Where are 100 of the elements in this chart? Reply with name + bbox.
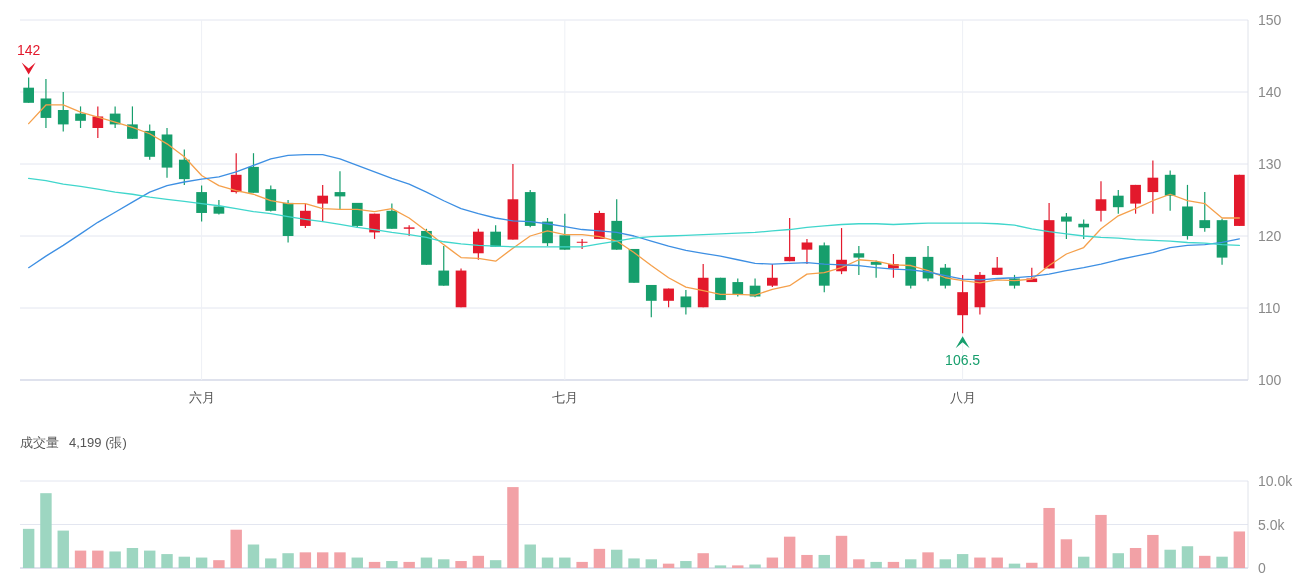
candlestick [1095,180,1107,223]
chart-title: 成交量 [20,435,59,450]
bar [1060,539,1073,568]
candlestick [1130,184,1141,215]
candlestick [1164,169,1176,212]
bar [749,564,761,568]
bar [524,544,536,568]
candlestick [472,228,484,261]
candlestick [1112,189,1124,215]
bar [887,561,900,568]
bar [213,560,225,568]
bar [351,557,363,568]
bar [109,551,121,568]
bar [1095,514,1107,568]
bar [870,561,882,568]
bar [1216,556,1228,568]
candlestick [127,105,138,140]
bar [714,565,727,568]
candlestick [265,185,277,213]
bar [1233,531,1246,568]
candlestick [853,245,865,276]
candlestick [369,213,380,240]
bar [1043,507,1055,568]
candlestick [75,105,86,129]
bar [1026,562,1038,568]
bar [783,536,796,568]
bar [922,552,934,568]
bar [144,550,156,568]
y-tick-label: 120 [1258,228,1282,244]
bar [92,550,104,568]
candlestick [317,184,329,223]
annotation: 142 [16,41,41,58]
bar [403,561,415,568]
candlestick [784,217,796,262]
bar [576,561,588,568]
y-tick-label: 100 [1258,372,1282,388]
x-tick-label: 七月 [551,390,578,405]
bar [835,535,848,568]
candlestick [680,289,692,316]
bar [420,557,433,568]
bar [282,553,294,568]
bar [178,556,191,568]
candlestick [351,202,363,229]
bar [455,561,467,568]
bar [1077,556,1090,568]
candlestick [801,238,813,265]
bar [386,561,398,568]
y-tick-label: 150 [1258,12,1282,28]
bar [368,561,381,568]
bar [766,557,779,568]
x-tick-label: 六月 [188,390,215,405]
candlestick [386,203,398,230]
bar [489,560,502,568]
y-tick-label: 110 [1258,300,1281,316]
bar [905,559,917,568]
bar [541,557,554,568]
bar [974,557,986,568]
bar [230,529,242,568]
bar [1181,546,1194,568]
candlestick [230,152,242,195]
bar [126,547,139,568]
bar [247,544,260,568]
bar [74,550,87,568]
candlestick [576,238,588,250]
bar [22,528,35,568]
bar [316,552,329,568]
candlestick [1061,212,1072,240]
bar [195,557,208,568]
bar [956,554,969,568]
bar [1129,547,1142,568]
y-tick-label: 10.0k [1258,473,1294,489]
candlestick [438,245,450,287]
candlestick [23,77,35,104]
chart-subtitle: 4,199 (張) [69,435,127,450]
candlestick [767,263,778,288]
y-tick-label: 130 [1258,156,1282,172]
bar [628,558,640,568]
candlestick [92,105,104,139]
candlestick [178,149,190,186]
bar [697,553,709,568]
bar [1112,553,1124,568]
bar [991,557,1003,568]
candlestick [300,203,311,229]
bar [507,487,519,568]
bar [680,561,692,568]
candlestick [645,284,657,318]
x-tick-label: 八月 [949,390,976,405]
bar [438,559,450,568]
y-tick-label: 5.0k [1258,516,1286,533]
y-tick-label: 140 [1258,84,1282,100]
bar [645,559,657,568]
bar [611,549,623,568]
y-tick-label: 0 [1258,560,1266,576]
bar [299,552,312,568]
candlestick [870,259,882,279]
bar [818,554,830,568]
bar [732,565,744,568]
candlestick [1199,191,1211,233]
bar [801,554,813,568]
bar [853,559,865,568]
